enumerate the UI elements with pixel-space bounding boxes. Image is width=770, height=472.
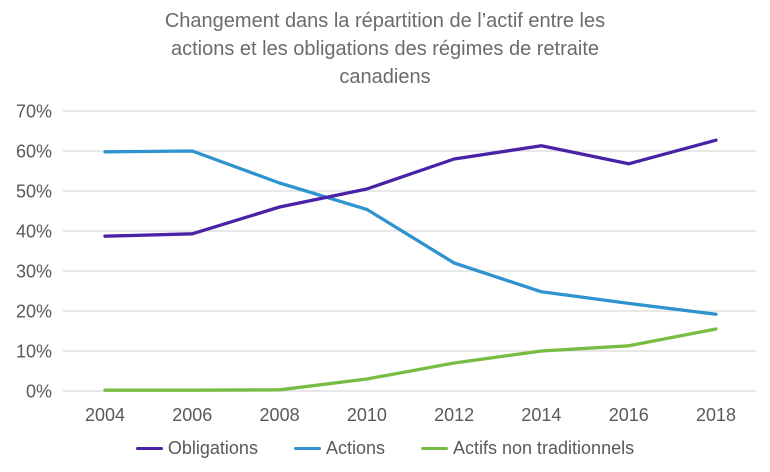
y-axis-tick-label: 40% xyxy=(16,222,52,242)
x-axis-tick-label: 2008 xyxy=(260,405,300,425)
legend-label: Obligations xyxy=(167,438,258,458)
series-line-actions xyxy=(103,149,718,316)
legend-label: Actifs non traditionnels xyxy=(452,438,635,458)
y-axis-tick-label: 70% xyxy=(16,102,52,122)
x-axis-tick-label: 2012 xyxy=(434,405,474,425)
x-axis-tick-label: 2010 xyxy=(347,405,387,425)
y-axis-tick-label: 10% xyxy=(16,342,52,362)
y-axis-tick-label: 0% xyxy=(26,382,52,402)
x-axis-tick-label: 2016 xyxy=(609,405,649,425)
y-axis-tick-label: 60% xyxy=(16,142,52,162)
legend-line-swatch xyxy=(135,446,163,451)
chart-title: Changement dans la répartition de l’acti… xyxy=(164,10,606,88)
y-axis-tick-label: 50% xyxy=(16,182,52,202)
y-axis-tick-label: 30% xyxy=(16,262,52,282)
series-line-actifs-non-traditionnels xyxy=(103,327,718,392)
x-axis-tick-label: 2018 xyxy=(696,405,736,425)
series-line-obligations xyxy=(103,138,718,238)
y-axis-tick-label: 20% xyxy=(16,302,52,322)
chart-legend: Obligations Actions Actifs non traditionne… xyxy=(0,438,770,459)
legend-line-swatch xyxy=(293,446,321,451)
x-axis-tick-label: 2004 xyxy=(85,405,125,425)
legend-item-actifs-non-traditionnels: Actifs non traditionnels xyxy=(420,438,635,459)
legend-item-actions: Actions xyxy=(293,438,385,459)
legend-label: Actions xyxy=(325,438,385,458)
x-axis-tick-label: 2014 xyxy=(521,405,561,425)
legend-line-swatch xyxy=(420,446,448,451)
x-axis-tick-label: 2006 xyxy=(172,405,212,425)
legend-item-obligations: Obligations xyxy=(135,438,258,459)
